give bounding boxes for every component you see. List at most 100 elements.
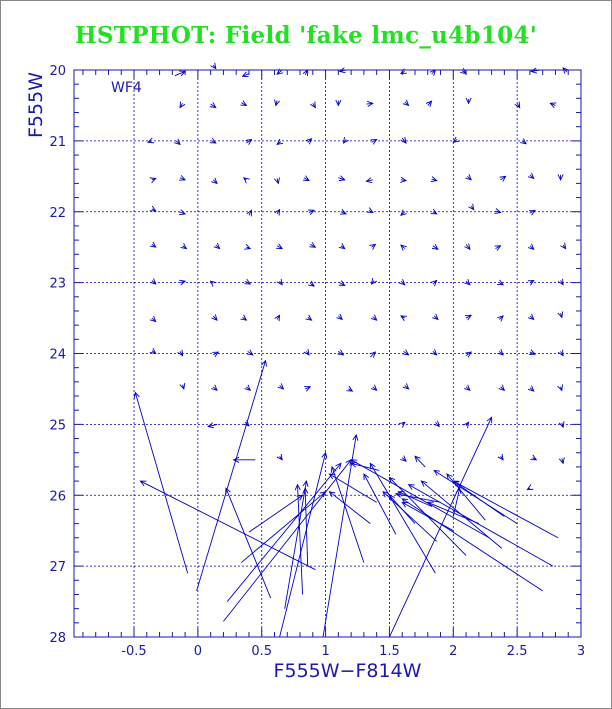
vector-arrowhead [414,455,421,463]
vector-shaft [453,480,505,517]
vector-arrowhead [335,99,342,107]
vector-mark [276,243,284,250]
vector-mark [209,137,217,144]
vector-arrowhead [308,280,315,287]
vector-mark [430,208,438,215]
vector-arrowhead [294,483,301,491]
vector-arrowhead [464,384,471,392]
vector-mark [529,209,536,216]
vector-mark [244,243,252,250]
vector-arrowhead [366,207,374,213]
vector-mark [336,313,343,321]
vector-arrowhead [211,314,218,321]
vector-shaft [226,463,342,602]
vector-mark [304,386,312,392]
vector-mark [388,494,416,524]
vector-shaft [401,501,454,532]
vector-mark [210,62,217,70]
vector-mark [558,421,565,429]
vector-arrowhead [557,278,564,286]
vector-mark [497,315,504,322]
vector-arrowhead [465,97,472,105]
vector-arrowhead [302,480,309,487]
vector-mark [497,279,505,286]
vector-arrowhead [245,138,253,145]
vector-mark [402,349,410,356]
vector-mark [209,102,217,109]
vector-mark [464,243,471,251]
vector-mark [308,280,315,287]
vector-mark [174,70,187,77]
vector-shaft [408,484,554,567]
vector-mark [370,384,378,392]
vector-mark [308,209,316,216]
vector-mark [226,462,342,602]
vector-arrowhead [370,278,378,285]
vector-arrowhead [433,420,440,428]
vector-arrowhead [180,243,188,250]
vector-shaft [210,103,217,108]
x-tick-label: 1.5 [379,644,400,659]
vector-shaft [465,351,472,356]
vector-mark [452,480,505,517]
vector-arrowhead [430,208,438,215]
vector-series [133,62,569,638]
vector-mark [452,480,559,539]
vector-mark [133,391,189,574]
vector-mark [527,243,535,251]
gridlines [74,70,581,637]
vector-mark [400,137,407,144]
vector-mark [338,243,346,250]
vector-arrowhead [526,484,534,491]
vector-shaft [398,491,431,507]
vector-arrowhead [274,177,280,185]
vector-arrowhead [557,384,563,392]
vector-mark [274,208,281,216]
vector-mark [328,491,371,524]
vector-mark [225,487,272,599]
vector-shaft [284,480,307,609]
vector-mark [248,494,304,533]
y-tick-label: 22 [49,206,66,221]
vector-arrowhead [149,278,157,285]
vector-mark [425,100,433,108]
vector-shaft [414,455,426,468]
vector-arrowhead [305,314,313,321]
x-tick-label: 1 [321,644,329,659]
vector-arrowhead [463,421,470,429]
vector-mark [426,501,480,525]
vector-arrowhead [352,433,359,441]
vector-arrowhead [400,244,407,251]
vector-arrowhead [177,349,184,357]
vector-arrowhead [530,454,538,461]
vector-shaft [242,73,250,77]
x-tick-label: 2 [449,644,457,659]
vector-arrowhead [464,243,471,251]
vector-mark [527,313,535,321]
vector-arrowhead [486,416,493,424]
vector-arrowhead [276,453,283,461]
vector-shaft [322,434,357,638]
vector-mark [213,242,221,250]
vector-mark [401,498,543,592]
vector-mark [147,137,155,144]
vector-arrowhead [212,351,220,358]
vector-mark [277,383,285,390]
vector-arrowhead [400,209,407,216]
vector-shaft [366,179,373,182]
vector-mark [279,451,328,638]
vector-mark [527,279,535,286]
vector-arrowhead [302,487,309,494]
vector-shaft [329,473,377,503]
vector-mark [232,456,256,463]
vector-arrowhead [452,480,460,487]
vector-arrowhead [394,491,402,498]
vector-mark [366,100,374,107]
vector-mark [149,315,157,323]
vector-shaft [389,417,493,638]
vector-arrowhead [244,278,252,285]
vector-shaft [389,494,416,524]
vector-mark [328,473,377,503]
vector-mark [303,348,310,356]
vector-arrowhead [338,175,346,182]
